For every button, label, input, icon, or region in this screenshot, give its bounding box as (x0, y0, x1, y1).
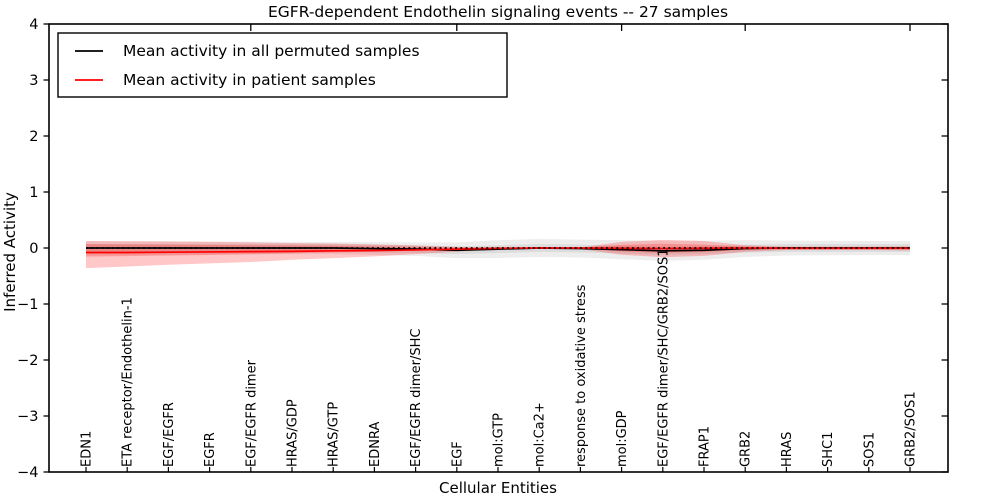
y-tick-label: 1 (29, 185, 38, 201)
x-tick-label: EGF/EGFR dimer (244, 359, 259, 467)
x-tick-label: HRAS/GTP (327, 402, 342, 467)
x-tick-label: GRB2/SOS1 (904, 391, 919, 467)
x-tick-label: HRAS (780, 432, 795, 467)
x-tick-label: SHC1 (821, 432, 836, 467)
x-tick-label: GRB2 (739, 431, 754, 467)
y-tick-label: 3 (29, 73, 38, 89)
x-tick-label: EDNRA (368, 422, 383, 467)
x-tick-label: EDN1 (80, 431, 95, 467)
y-tick-label: 4 (29, 17, 38, 33)
x-tick-label: mol:GTP (492, 413, 507, 467)
y-tick-label: −4 (17, 465, 38, 481)
x-tick-label: HRAS/GDP (286, 399, 301, 467)
y-axis-title: Inferred Activity (1, 192, 19, 312)
x-axis-title: Cellular Entities (439, 479, 557, 497)
legend-label-patient-samples: Mean activity in patient samples (123, 71, 376, 89)
x-tick-label: mol:GDP (615, 410, 630, 467)
x-tick-label: SOS1 (862, 432, 877, 467)
x-tick-label: EGF/EGFR (162, 402, 177, 467)
legend-box (57, 32, 508, 98)
y-tick-label: 0 (29, 241, 38, 257)
plot-dynamic-layer: EDN1 ETA receptor/Endothelin-1 EGF/EGFR EGF… (17, 17, 949, 481)
legend-label-permuted-samples: Mean activity in all permuted samples (123, 42, 420, 60)
band-patient-spread-inner (86, 243, 910, 257)
y-tick-label: 2 (29, 129, 38, 145)
band-patient-spread-outer (86, 239, 910, 269)
x-tick-label: mol:Ca2+ (533, 402, 548, 467)
legend: Mean activity in all permuted samples Me… (57, 32, 508, 98)
x-tick-label: EGF/EGFR dimer/SHC/GRB2/SOS1 (656, 249, 671, 468)
y-tick-label: −3 (17, 409, 38, 425)
x-tick-label: EGFR (203, 432, 218, 467)
chart-title: EGFR-dependent Endothelin signaling even… (268, 3, 728, 21)
y-tick-label: −1 (17, 297, 38, 313)
x-tick-label: EGF (450, 441, 465, 467)
y-tick-label: −2 (17, 353, 38, 369)
x-tick-label: response to oxidative stress (574, 284, 589, 467)
x-tick-label: ETA receptor/Endothelin-1 (121, 297, 136, 467)
x-tick-label: FRAP1 (698, 426, 713, 467)
x-tick-label: EGF/EGFR dimer/SHC (409, 329, 424, 467)
